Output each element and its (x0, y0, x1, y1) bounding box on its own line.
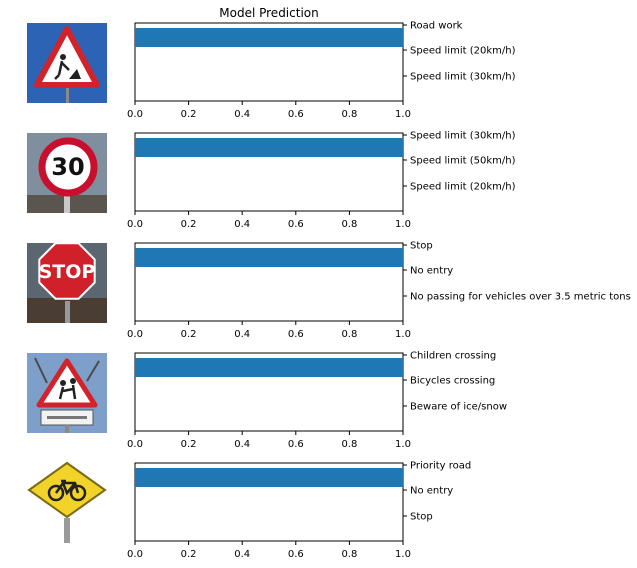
x-tick-label: 0.8 (341, 109, 357, 120)
x-tick-label: 0.8 (341, 329, 357, 340)
class-label: No entry (410, 486, 453, 497)
x-tick-label: 0.6 (288, 219, 304, 230)
figure-title: Model Prediction (219, 6, 318, 20)
prediction-row: Priority road No entry Stop 0.0 0.2 0.4 0.6 0.8… (27, 461, 471, 560)
prediction-row: Children crossing Bicycles crossing Beware… (27, 351, 507, 450)
x-tick-label: 0.0 (127, 109, 143, 120)
stop-sign-lettering: STOP (39, 261, 96, 283)
x-tick-label: 1.0 (395, 439, 411, 450)
sign-post (66, 85, 69, 103)
x-tick-label: 0.0 (127, 329, 143, 340)
class-label: Children crossing (410, 351, 496, 362)
x-tick-label: 1.0 (395, 549, 411, 560)
x-tick-label: 0.4 (234, 549, 250, 560)
x-tick-label: 0.4 (234, 439, 250, 450)
sign-image (27, 353, 107, 433)
x-tick-label: 0.8 (341, 219, 357, 230)
probability-bar (135, 248, 403, 267)
prediction-row: STOP Stop No entry No passing for vehicles … (27, 241, 631, 340)
prediction-row: 30 Speed limit (30km/h) Speed limit (50km/… (27, 131, 516, 230)
tree-branches (34, 357, 100, 384)
child-head-left (60, 380, 66, 386)
class-label: Speed limit (50km/h) (410, 156, 516, 167)
child-head-right (70, 378, 76, 384)
x-tick-label: 1.0 (395, 329, 411, 340)
x-tick-label: 0.0 (127, 219, 143, 230)
probability-bar (135, 138, 403, 157)
sign-post (65, 425, 69, 433)
x-tick-label: 1.0 (395, 219, 411, 230)
class-label: Priority road (410, 461, 471, 472)
x-tick-label: 0.6 (288, 549, 304, 560)
x-tick-label: 0.6 (288, 329, 304, 340)
stop-octagon (38, 242, 96, 300)
x-tick-label: 0.0 (127, 439, 143, 450)
children-figures (58, 384, 77, 400)
sign-post (65, 301, 70, 323)
x-tick-label: 0.0 (127, 549, 143, 560)
x-tick-label: 0.2 (181, 109, 197, 120)
sign-image: 30 (27, 133, 107, 213)
class-label: No entry (410, 266, 453, 277)
speed-sign-numeral: 30 (51, 153, 84, 181)
x-tick-label: 0.2 (181, 219, 197, 230)
class-label: Beware of ice/snow (410, 402, 507, 413)
x-tick-label: 1.0 (395, 109, 411, 120)
x-tick-label: 0.4 (234, 219, 250, 230)
x-tick-label: 0.2 (181, 549, 197, 560)
sign-post (64, 518, 70, 543)
worker-head (60, 54, 66, 60)
sign-image: STOP (27, 242, 107, 323)
prediction-row: Road work Speed limit (20km/h) Speed limit… (27, 21, 516, 120)
class-label: Bicycles crossing (410, 376, 495, 387)
worker-figure (54, 60, 70, 80)
x-tick-label: 0.2 (181, 439, 197, 450)
probability-bar (135, 358, 403, 377)
sign-image (27, 23, 107, 103)
x-tick-label: 0.4 (234, 329, 250, 340)
class-label: Speed limit (30km/h) (410, 131, 516, 142)
sign-post (64, 191, 70, 213)
class-label: Stop (410, 512, 433, 523)
speed-sign-disc (38, 137, 98, 197)
class-label: Stop (410, 241, 433, 252)
probability-bar (135, 468, 403, 487)
class-label: Speed limit (20km/h) (410, 46, 516, 57)
x-tick-label: 0.6 (288, 439, 304, 450)
bicycle-frame (54, 479, 80, 496)
class-label: Speed limit (20km/h) (410, 182, 516, 193)
bicycle-wheel-rear (47, 484, 65, 502)
warning-triangle (36, 358, 98, 408)
x-tick-label: 0.6 (288, 109, 304, 120)
bicycle-wheel-front (69, 484, 87, 502)
class-label: No passing for vehicles over 3.5 metric … (410, 292, 631, 303)
class-label: Speed limit (30km/h) (410, 72, 516, 83)
dirt-pile (69, 69, 81, 79)
probability-bar (135, 28, 403, 47)
x-tick-label: 0.8 (341, 549, 357, 560)
class-label: Road work (410, 21, 463, 32)
x-tick-label: 0.4 (234, 109, 250, 120)
warning-triangle (34, 26, 100, 88)
sign-image (27, 461, 107, 543)
plate-text-stroke (47, 416, 87, 419)
x-tick-label: 0.2 (181, 329, 197, 340)
x-tick-label: 0.8 (341, 439, 357, 450)
